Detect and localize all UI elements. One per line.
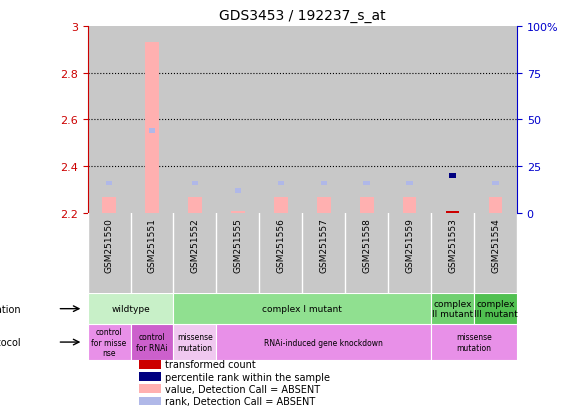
Text: GSM251550: GSM251550 (105, 217, 114, 272)
Bar (102, 197, 116, 214)
Text: complex I mutant: complex I mutant (262, 304, 342, 313)
Text: control
for misse
nse: control for misse nse (92, 328, 127, 357)
Text: missense
mutation: missense mutation (456, 332, 492, 352)
Bar (173, 27, 216, 214)
Bar (489, 197, 502, 214)
Bar (231, 211, 245, 214)
Bar (216, 27, 259, 214)
Bar (403, 197, 416, 214)
Text: GSM251551: GSM251551 (147, 217, 157, 272)
Bar (363, 181, 370, 186)
Bar (131, 27, 173, 214)
Bar (88, 293, 173, 325)
Bar (139, 360, 160, 369)
Bar (139, 396, 160, 406)
Bar (431, 27, 474, 214)
Text: control
for RNAi: control for RNAi (136, 332, 168, 352)
Text: percentile rank within the sample: percentile rank within the sample (165, 372, 330, 382)
Text: complex
II mutant: complex II mutant (432, 299, 473, 318)
Text: transformed count: transformed count (165, 359, 255, 369)
Bar (277, 181, 284, 186)
Bar (449, 174, 456, 178)
Bar (492, 181, 499, 186)
Text: GSM251553: GSM251553 (448, 217, 457, 272)
Bar (345, 27, 388, 214)
Bar (302, 27, 345, 214)
Text: missense
mutation: missense mutation (177, 332, 213, 352)
Bar (234, 189, 241, 193)
Text: GSM251557: GSM251557 (319, 217, 328, 272)
Bar (145, 43, 159, 214)
Bar (474, 293, 517, 325)
Bar (173, 293, 431, 325)
Bar (320, 181, 327, 186)
Bar (139, 372, 160, 381)
Bar (192, 181, 198, 186)
Title: GDS3453 / 192237_s_at: GDS3453 / 192237_s_at (219, 9, 385, 23)
Bar (259, 27, 302, 214)
Bar (131, 325, 173, 360)
Bar (139, 385, 160, 393)
Bar (216, 325, 431, 360)
Text: GSM251554: GSM251554 (491, 217, 500, 272)
Bar (188, 197, 202, 214)
Bar (446, 211, 459, 214)
Text: rank, Detection Call = ABSENT: rank, Detection Call = ABSENT (165, 396, 315, 406)
Bar (360, 197, 373, 214)
Text: value, Detection Call = ABSENT: value, Detection Call = ABSENT (165, 384, 320, 394)
Bar (431, 293, 474, 325)
Text: GSM251559: GSM251559 (405, 217, 414, 272)
Bar (149, 129, 155, 134)
Text: complex
III mutant: complex III mutant (473, 299, 518, 318)
Text: genotype/variation: genotype/variation (0, 304, 21, 314)
Text: GSM251555: GSM251555 (233, 217, 242, 272)
Bar (431, 325, 517, 360)
Bar (406, 181, 413, 186)
Text: wildtype: wildtype (111, 304, 150, 313)
Bar (474, 27, 517, 214)
Bar (388, 27, 431, 214)
Text: GSM251556: GSM251556 (276, 217, 285, 272)
Bar (88, 325, 131, 360)
Text: GSM251552: GSM251552 (190, 217, 199, 272)
Bar (317, 197, 331, 214)
Bar (88, 27, 131, 214)
Bar (274, 197, 288, 214)
Text: RNAi-induced gene knockdown: RNAi-induced gene knockdown (264, 338, 383, 347)
Bar (106, 181, 112, 186)
Text: protocol: protocol (0, 337, 21, 347)
Bar (173, 325, 216, 360)
Text: GSM251558: GSM251558 (362, 217, 371, 272)
